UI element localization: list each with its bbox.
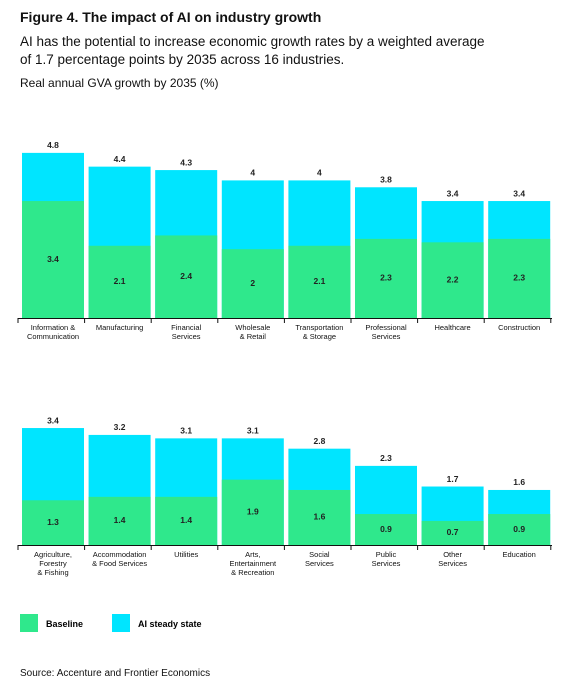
x-tick-label: Construction (498, 323, 541, 332)
value-label: 2.2 (447, 274, 459, 284)
value-label: 4.3 (180, 157, 192, 167)
bar (288, 489, 351, 545)
legend-swatch (112, 614, 130, 632)
bar (88, 496, 151, 545)
x-tick-label: Information & Communication (26, 323, 80, 341)
x-tick-label: Utilities (174, 550, 199, 559)
value-label: 4 (250, 168, 255, 178)
value-label: 2.8 (313, 436, 325, 446)
value-label: 3.2 (114, 422, 126, 432)
value-label: 2.3 (513, 273, 525, 283)
legend-swatch (20, 614, 38, 632)
x-tick-label: Arts, Entertainment & Recreation (229, 550, 277, 577)
value-label: 3.1 (180, 426, 192, 436)
bar (22, 201, 84, 318)
value-label: 2.3 (380, 273, 392, 283)
bar (488, 238, 551, 318)
x-tick-label: Public Services (371, 550, 401, 568)
value-label: 2 (250, 278, 255, 288)
value-label: 1.4 (114, 515, 126, 525)
value-label: 4.4 (114, 154, 126, 164)
value-label: 1.4 (180, 515, 192, 525)
x-tick-label: Social Services (305, 550, 334, 568)
value-label: 2.1 (114, 276, 126, 286)
x-tick-label: Transportation & Storage (295, 323, 344, 341)
value-label: 3.1 (247, 426, 259, 436)
bar (355, 514, 417, 545)
value-label: 1.9 (247, 507, 259, 517)
x-tick-label: Healthcare (434, 323, 471, 332)
value-label: 1.6 (513, 477, 525, 487)
value-label: 4.8 (47, 140, 59, 150)
value-label: 2.4 (180, 271, 192, 281)
bar (88, 245, 151, 318)
x-tick-label: Financial Services (171, 323, 202, 341)
bar (155, 235, 218, 318)
bar (155, 496, 218, 545)
y-label: Real annual GVA growth by 2035 (%) (20, 76, 219, 90)
value-label: 2.3 (380, 453, 392, 463)
value-label: 0.9 (513, 524, 525, 534)
bar (421, 520, 484, 545)
value-label: 1.3 (47, 517, 59, 527)
x-tick-label: Agriculture, Forestry & Fishing (34, 550, 72, 577)
bar (221, 249, 284, 318)
bar (221, 479, 284, 545)
value-label: 0.9 (380, 524, 392, 534)
value-label: 1.6 (313, 512, 325, 522)
title: Figure 4. The impact of AI on industry g… (20, 9, 322, 25)
value-label: 1.7 (447, 474, 459, 484)
value-label: 4 (317, 168, 322, 178)
x-tick-label: Accommodation & Food Services (92, 550, 148, 568)
x-tick-label: Wholesale & Retail (235, 323, 271, 341)
x-tick-label: Manufacturing (95, 323, 144, 332)
subtitle: AI has the potential to increase economi… (20, 34, 485, 67)
value-label: 3.4 (47, 415, 59, 425)
value-label: 3.4 (447, 188, 459, 198)
source: Source: Accenture and Frontier Economics (20, 668, 211, 679)
value-label: 3.4 (47, 254, 59, 264)
legend-label: AI steady state (138, 619, 202, 629)
value-label: 2.1 (313, 276, 325, 286)
bar (288, 245, 351, 318)
value-label: 3.8 (380, 175, 392, 185)
bar (22, 500, 84, 545)
x-tick-label: Education (502, 550, 536, 559)
bar (488, 514, 551, 545)
legend-label: Baseline (46, 619, 84, 629)
x-tick-label: Other Services (438, 550, 467, 568)
bar (355, 238, 417, 318)
value-label: 0.7 (447, 527, 459, 537)
bar (421, 242, 484, 318)
x-tick-label: Professional Services (365, 323, 407, 341)
value-label: 3.4 (513, 188, 525, 198)
